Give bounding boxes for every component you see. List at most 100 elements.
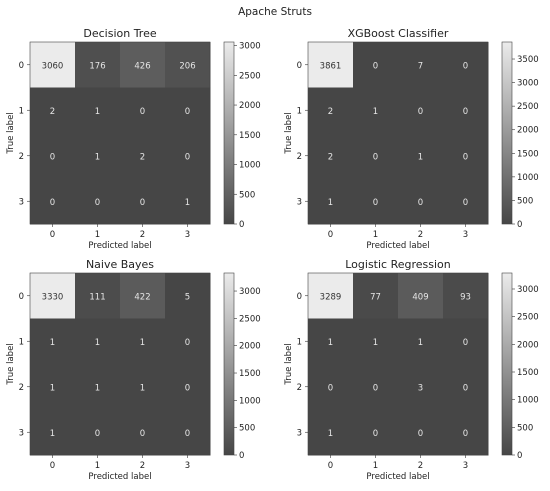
cell-value-label: 0 [140,429,145,439]
subplot-title: Decision Tree [83,27,156,40]
axes-frame [307,41,489,225]
cell-value-label: 0 [418,107,423,117]
matrix-cell [443,318,489,365]
cell-value-label: 0 [373,383,378,393]
colorbar-tick-label: 0 [517,220,522,230]
matrix-cell [308,273,354,319]
x-tick-label: 1 [373,230,378,240]
colorbar [501,272,513,456]
x-tick-label: 3 [463,230,468,240]
axes-frame [307,272,489,456]
subplot-title: Naive Bayes [86,258,154,271]
x-tick-label: 2 [140,461,145,471]
cell-value-label: 0 [185,429,190,439]
matrix-cell [443,42,489,88]
cell-value-label: 0 [463,338,468,348]
cell-value-label: 0 [373,152,378,162]
cell-value-label: 1 [373,338,378,348]
matrix-cell [443,364,489,410]
y-axis-label: True label [284,343,294,385]
colorbar-tick-label: 1500 [517,149,539,159]
cell-value-label: 0 [140,107,145,117]
matrix-cell [308,364,354,410]
matrix-cell [75,87,121,134]
colorbar-tick-label: 2500 [239,71,261,81]
cell-value-label: 0 [185,152,190,162]
cell-value-label: 0 [418,198,423,208]
y-tick-label: 2 [19,152,24,162]
cell-value-label: 5 [185,292,190,302]
matrix-cell [308,87,354,134]
matrix-cell [75,273,121,319]
cell-value-label: 0 [95,198,100,208]
matrix-cell [120,178,166,225]
matrix-cell [398,42,444,88]
cell-value-label: 1 [50,429,55,439]
matrix-cell [165,133,211,179]
cell-value-label: 0 [373,198,378,208]
matrix-cell [120,133,166,179]
colorbar-tick-label: 3000 [239,287,261,297]
y-tick-label: 1 [297,337,302,347]
matrix-cell [443,133,489,179]
colorbar-tick-label: 2000 [239,101,261,111]
y-tick-label: 1 [297,106,302,116]
y-tick-label: 2 [297,383,302,393]
colorbar-tick-label: 500 [517,423,533,433]
cell-value-label: 111 [89,292,105,302]
colorbar-tick-label: 3000 [239,42,261,52]
axes-frame [29,272,211,456]
colorbar [223,272,235,456]
cell-value-label: 206 [179,61,195,71]
matrix-cell [398,318,444,365]
matrix-cell [443,273,489,319]
matrix-cell [308,42,354,88]
cell-value-label: 3289 [320,292,342,302]
y-tick-label: 3 [297,428,302,438]
cell-value-label: 0 [463,152,468,162]
y-axis-label: True label [6,343,16,385]
colorbar-tick-label: 3000 [517,285,539,295]
colorbar-tick-label: 2000 [517,340,539,350]
matrix-cell [398,364,444,410]
matrix-cell [398,273,444,319]
subplot-title: XGBoost Classifier [348,27,449,40]
matrix-cell [443,409,489,456]
matrix-cell [30,42,76,88]
x-tick-label: 0 [50,230,55,240]
cell-value-label: 2 [140,152,145,162]
matrix-cell [398,87,444,134]
colorbar-tick-label: 2000 [517,126,539,136]
cell-value-label: 0 [418,429,423,439]
colorbar-tick-label: 2000 [239,342,261,352]
y-tick-label: 0 [297,61,302,71]
colorbar-tick-label: 500 [239,424,255,434]
cell-value-label: 1 [328,338,333,348]
matrix-cell [120,273,166,319]
cell-value-label: 1 [373,107,378,117]
y-tick-label: 2 [19,383,24,393]
cell-value-label: 1 [95,107,100,117]
colorbar-tick-label: 2500 [517,313,539,323]
matrix-cell [30,133,76,179]
cell-value-label: 1 [95,152,100,162]
matrix-cell [30,364,76,410]
cell-value-label: 176 [89,61,105,71]
x-tick-label: 1 [95,230,100,240]
matrix-cell [308,133,354,179]
cell-value-label: 0 [463,383,468,393]
cell-value-label: 3060 [42,61,64,71]
x-axis-label: Predicted label [88,241,151,251]
cell-value-label: 1 [328,429,333,439]
cell-value-label: 1 [95,338,100,348]
colorbar-tick-label: 1000 [517,173,539,183]
subplot-title: Logistic Regression [345,258,451,271]
x-tick-label: 0 [328,461,333,471]
x-tick-label: 3 [185,230,190,240]
cell-value-label: 3 [418,383,423,393]
matrix-cell [165,42,211,88]
x-tick-label: 1 [373,461,378,471]
y-tick-label: 1 [19,106,24,116]
cell-value-label: 7 [418,61,423,71]
